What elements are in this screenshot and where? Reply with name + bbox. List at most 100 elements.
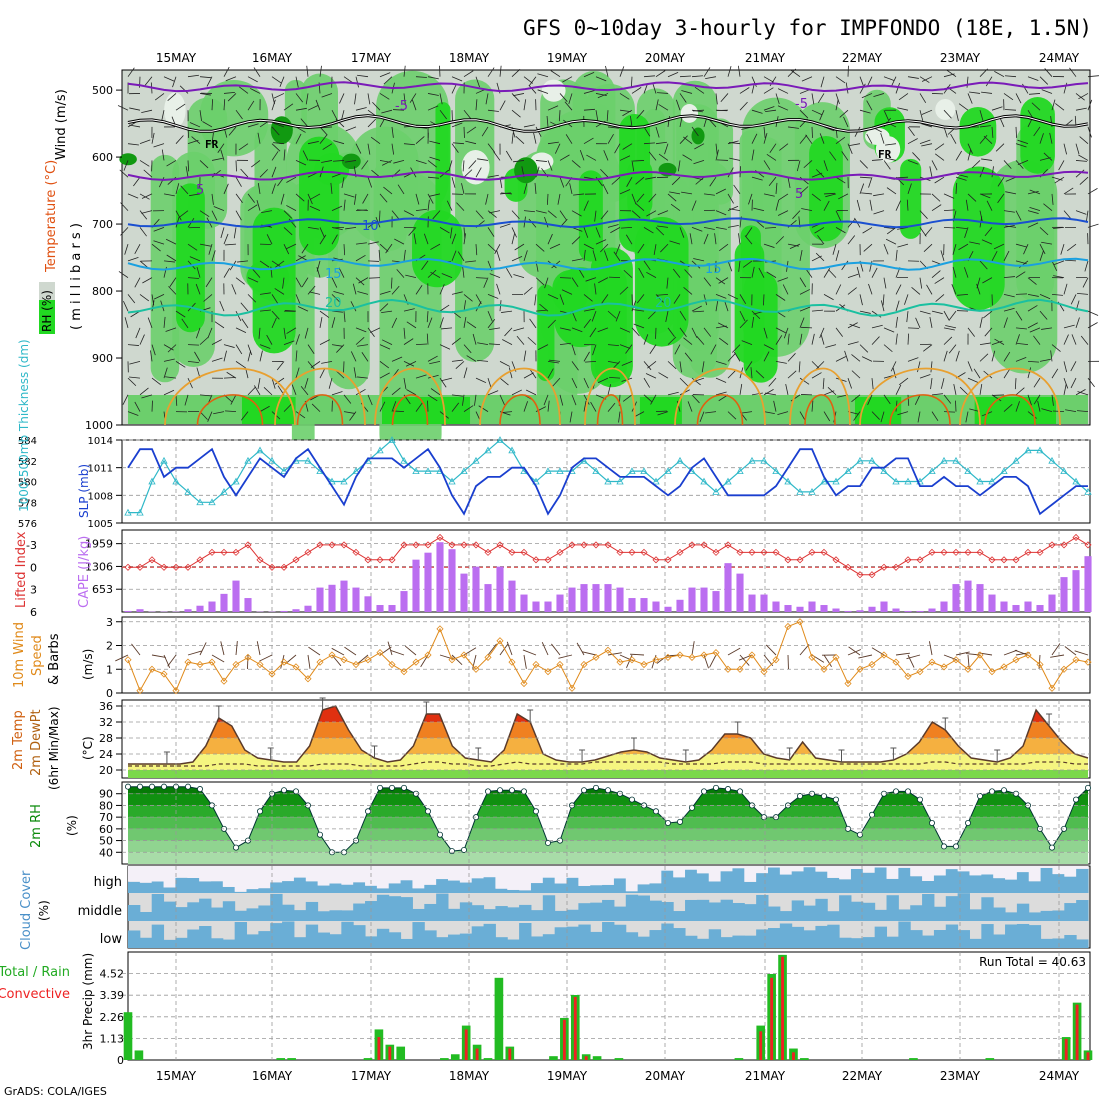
wind-barb <box>847 235 856 245</box>
wind-barb <box>451 250 457 262</box>
wind-barb <box>446 200 453 211</box>
wind-barb <box>643 377 651 388</box>
cloud-cell <box>566 909 579 921</box>
wind-barb <box>1053 275 1065 279</box>
wind-barb <box>300 386 309 396</box>
cloud-cell <box>1016 872 1030 893</box>
wind-barb <box>1087 188 1098 195</box>
wind-barb <box>819 327 825 339</box>
wind-barb <box>714 233 717 245</box>
contour-25 <box>859 367 981 426</box>
cloud-cell <box>448 934 461 948</box>
wind-barb <box>168 286 177 295</box>
wind-barb <box>343 244 346 256</box>
wind-barb <box>367 394 373 406</box>
surface-wind-barb <box>928 641 933 656</box>
wind-barb <box>847 143 853 154</box>
cloud-cell <box>495 937 508 948</box>
wind10-marker <box>628 656 636 664</box>
wind-barb <box>775 335 783 345</box>
wind10-marker <box>700 651 708 659</box>
cloud-cell <box>779 874 793 893</box>
wind-barb <box>669 191 681 195</box>
wind-barb <box>1051 176 1063 181</box>
wind-barb <box>763 243 775 248</box>
cloud-clear-high <box>910 866 923 877</box>
wind-barb <box>571 210 582 217</box>
precip-tick-label: 3.39 <box>100 989 125 1002</box>
cloud-cell <box>957 930 970 948</box>
wind-barb <box>1015 356 1027 362</box>
wind-barb <box>950 133 957 144</box>
wind-barb <box>958 103 969 111</box>
li-marker <box>856 571 864 579</box>
wind-barb <box>1087 377 1095 388</box>
contour-30 <box>196 394 264 426</box>
precip-total-bar <box>287 1058 296 1060</box>
wind-barb <box>430 388 441 396</box>
cloud-cell <box>388 883 402 893</box>
wind-barb <box>352 283 357 295</box>
wind-barb <box>679 75 692 78</box>
wind-barb <box>571 236 581 245</box>
wind-barb <box>847 287 857 295</box>
cloud-cell <box>779 911 793 921</box>
wind-barb <box>1078 154 1089 161</box>
cloud-cell <box>850 938 864 948</box>
rh-saturated-column <box>435 102 451 222</box>
cloud-cell <box>945 924 959 948</box>
wind-barb <box>235 277 245 285</box>
wind-barb <box>895 82 901 94</box>
wind-barb <box>118 271 129 278</box>
wind-barb <box>991 166 994 178</box>
cloud-cell <box>163 901 176 921</box>
wind-barb <box>737 65 741 77</box>
wind-barb <box>558 110 561 122</box>
li-marker <box>976 548 984 556</box>
cloud-clear-high <box>981 866 994 875</box>
slp-ylabel-thick: 1000-500mb Thickness (dm) <box>17 339 31 512</box>
wind-barb <box>606 110 609 122</box>
wind-barb <box>727 353 736 362</box>
cloud-cell <box>128 881 141 893</box>
wind-barb <box>907 357 919 362</box>
wind-barb <box>1075 160 1087 162</box>
cloud-clear-high <box>199 866 212 882</box>
thickness-marker <box>868 456 876 464</box>
surface-wind-barb <box>259 654 273 662</box>
wind-barb <box>547 233 553 245</box>
wind-barb <box>295 107 307 111</box>
wind-barb <box>353 367 357 379</box>
cape-bar <box>1084 556 1092 612</box>
wind-barb <box>523 183 528 195</box>
wind-barb <box>409 93 417 103</box>
wind-barb <box>175 210 182 221</box>
wind10-marker <box>1024 651 1032 659</box>
surface-wind-barb <box>167 654 177 667</box>
wind10-marker <box>160 670 168 678</box>
wind-barb <box>426 333 429 345</box>
wind-barb <box>466 126 477 134</box>
cape-bar <box>340 580 348 612</box>
wind-barb <box>511 389 523 396</box>
wind-barb <box>625 344 633 354</box>
wind-barb <box>378 249 381 261</box>
precip-total-bar <box>614 1058 624 1060</box>
wind-barb <box>1015 271 1026 278</box>
wind-barb <box>600 168 609 178</box>
wind-barb <box>415 160 427 165</box>
wind-barb <box>763 106 775 111</box>
wind-barb <box>310 193 321 200</box>
wind-barb <box>601 294 609 304</box>
wind-barb <box>300 118 309 128</box>
rh-marker <box>400 784 407 791</box>
wind-barb <box>895 316 898 328</box>
wind-barb <box>1082 277 1089 288</box>
wind-barb <box>787 177 791 189</box>
li-marker <box>664 556 672 564</box>
wind-barb <box>207 327 213 339</box>
wind10-marker <box>1000 663 1008 671</box>
li-marker <box>544 556 552 564</box>
wind-barb <box>615 310 621 322</box>
wind-barb <box>637 243 645 254</box>
